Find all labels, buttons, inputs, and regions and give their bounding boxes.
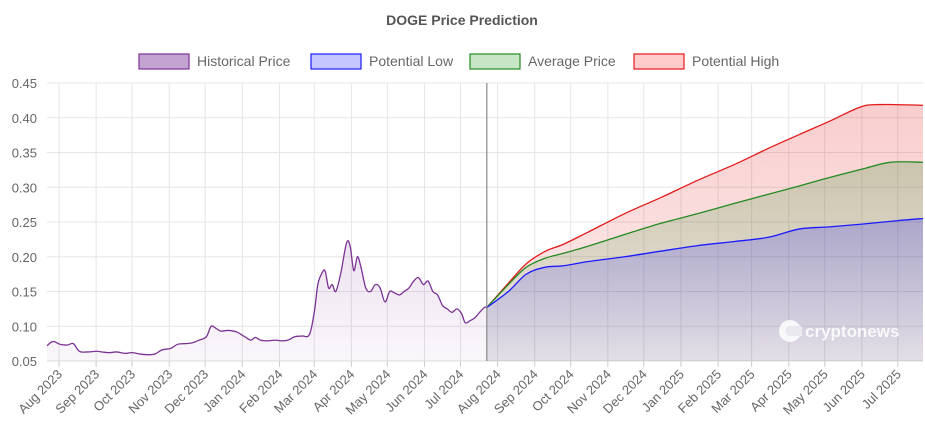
series-line-0 [46,240,487,356]
series-area-0 [47,240,487,361]
y-tick-label: 0.35 [12,146,37,161]
legend: Historical Price Potential Low Average Pri… [138,53,779,70]
cryptonews-logo-icon [779,320,802,342]
y-axis-ticks: 0.05 0.10 0.15 0.20 0.25 0.30 0.35 0.40 0.45 [12,76,37,369]
x-tick-label: Jul 2025 [859,367,904,412]
legend-swatch-1 [310,53,362,70]
legend-label-3[interactable]: Potential High [692,53,779,69]
series-lines [46,103,924,356]
y-tick-label: 0.40 [12,111,37,126]
legend-swatch-2 [469,53,521,70]
legend-swatch-3 [633,53,685,70]
series-line-3 [486,103,924,308]
y-tick-label: 0.05 [12,354,37,369]
y-tick-label: 0.45 [12,76,37,91]
legend-swatch-0 [138,53,190,70]
y-tick-label: 0.15 [12,285,37,300]
y-tick-label: 0.10 [12,319,37,334]
y-tick-label: 0.25 [12,215,37,230]
series-line-1 [486,217,924,309]
series-area-1 [486,218,923,361]
legend-label-1[interactable]: Potential Low [369,53,454,69]
y-tick-label: 0.30 [12,180,37,195]
legend-label-0[interactable]: Historical Price [197,53,291,69]
y-tick-label: 0.20 [12,250,37,265]
series-line-2 [486,161,924,308]
legend-label-2[interactable]: Average Price [528,53,616,69]
series-areas [47,104,923,362]
watermark-text: cryptonews [805,322,899,341]
chart-title: DOGE Price Prediction [386,12,538,28]
watermark: cryptonews [779,320,899,342]
